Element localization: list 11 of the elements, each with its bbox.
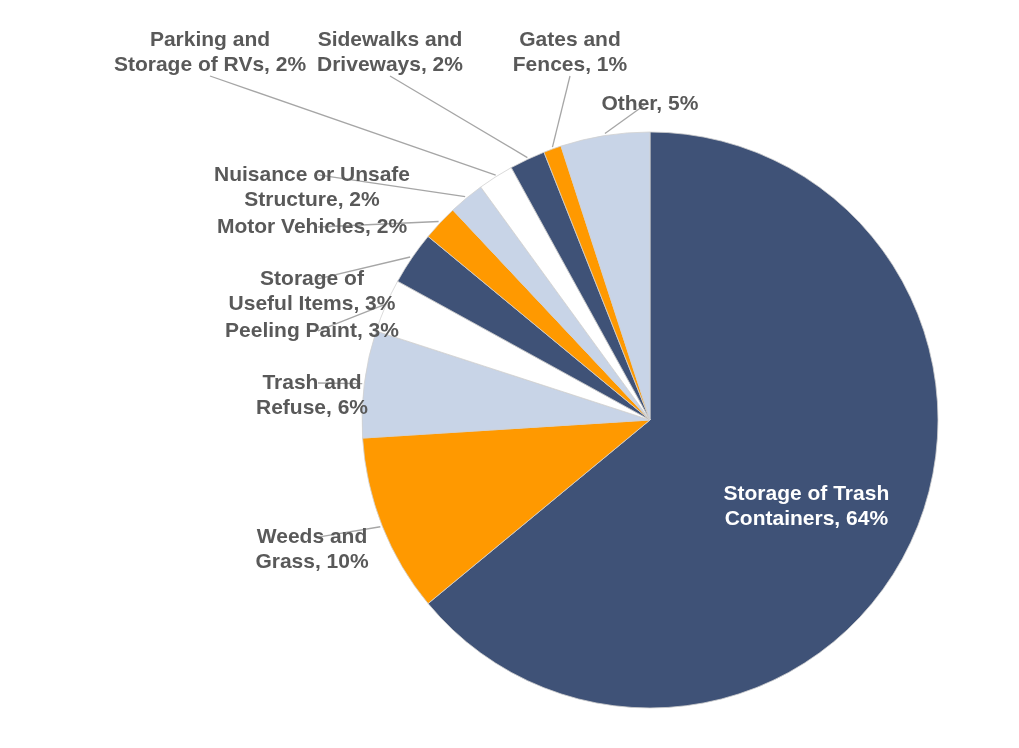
slice-label: Gates and Fences, 1% bbox=[512, 27, 628, 75]
slice-label: Parking and Storage of RVs, 2% bbox=[113, 27, 307, 75]
slice-label: Storage of Trash Containers, 64% bbox=[723, 480, 890, 529]
slice-label: Motor Vehicles, 2% bbox=[216, 213, 408, 237]
slice-label: Trash and Refuse, 6% bbox=[255, 369, 369, 418]
slice-label: Nuisance or Unsafe Structure, 2% bbox=[213, 161, 411, 210]
slice-label: Storage of Useful Items, 3% bbox=[228, 265, 396, 314]
slice-label: Peeling Paint, 3% bbox=[225, 317, 400, 341]
slice-label: Other, 5% bbox=[601, 91, 699, 114]
slice-label: Sidewalks and Driveways, 2% bbox=[317, 27, 464, 75]
slice-label: Weeds and Grass, 10% bbox=[255, 524, 369, 573]
